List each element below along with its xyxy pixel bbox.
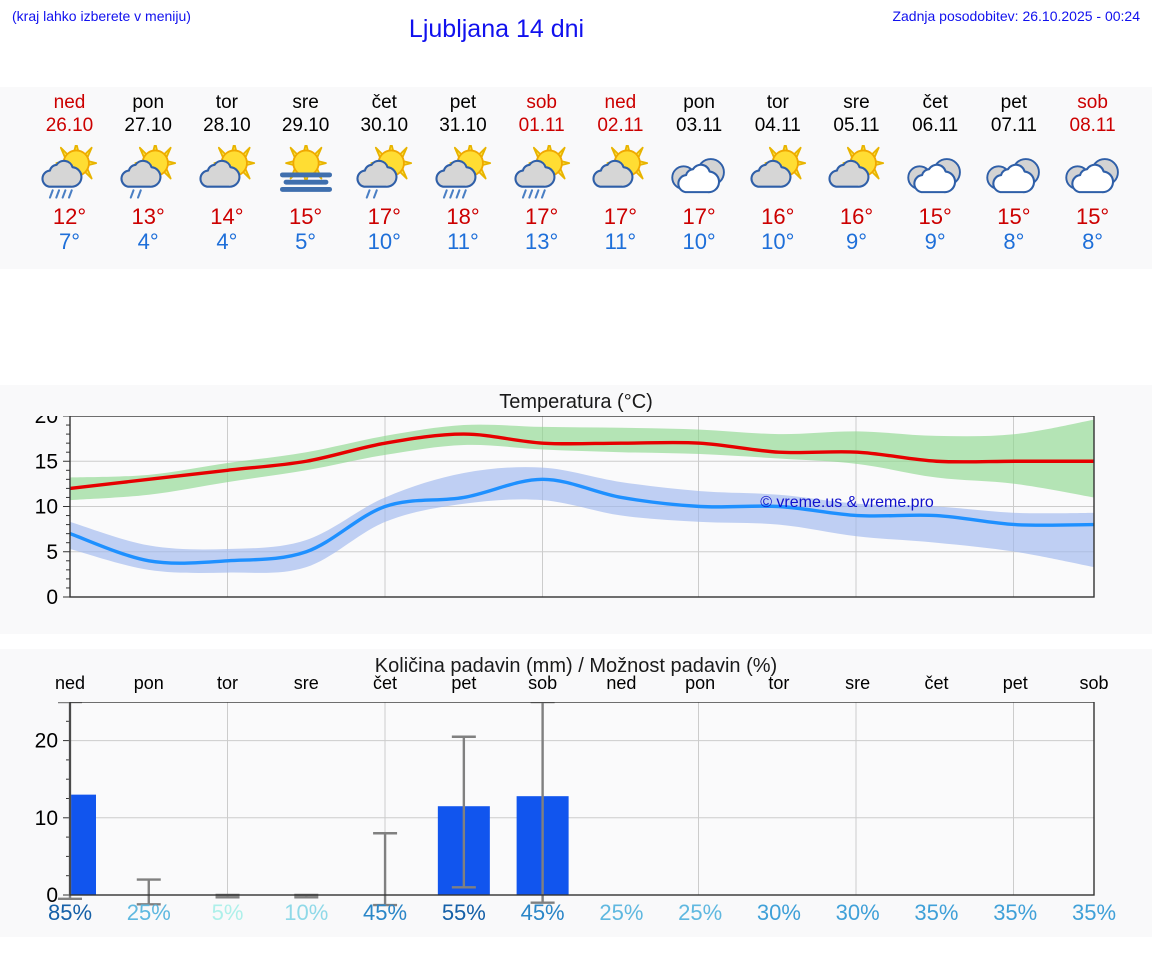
- svg-text:15: 15: [35, 450, 58, 473]
- svg-text:10: 10: [35, 807, 58, 830]
- svg-text:© vreme.us & vreme.pro: © vreme.us & vreme.pro: [760, 494, 934, 511]
- svg-text:10: 10: [35, 496, 58, 519]
- svg-text:20: 20: [35, 730, 58, 753]
- svg-text:0: 0: [46, 586, 58, 609]
- svg-text:5: 5: [46, 541, 58, 564]
- svg-text:20: 20: [35, 416, 58, 428]
